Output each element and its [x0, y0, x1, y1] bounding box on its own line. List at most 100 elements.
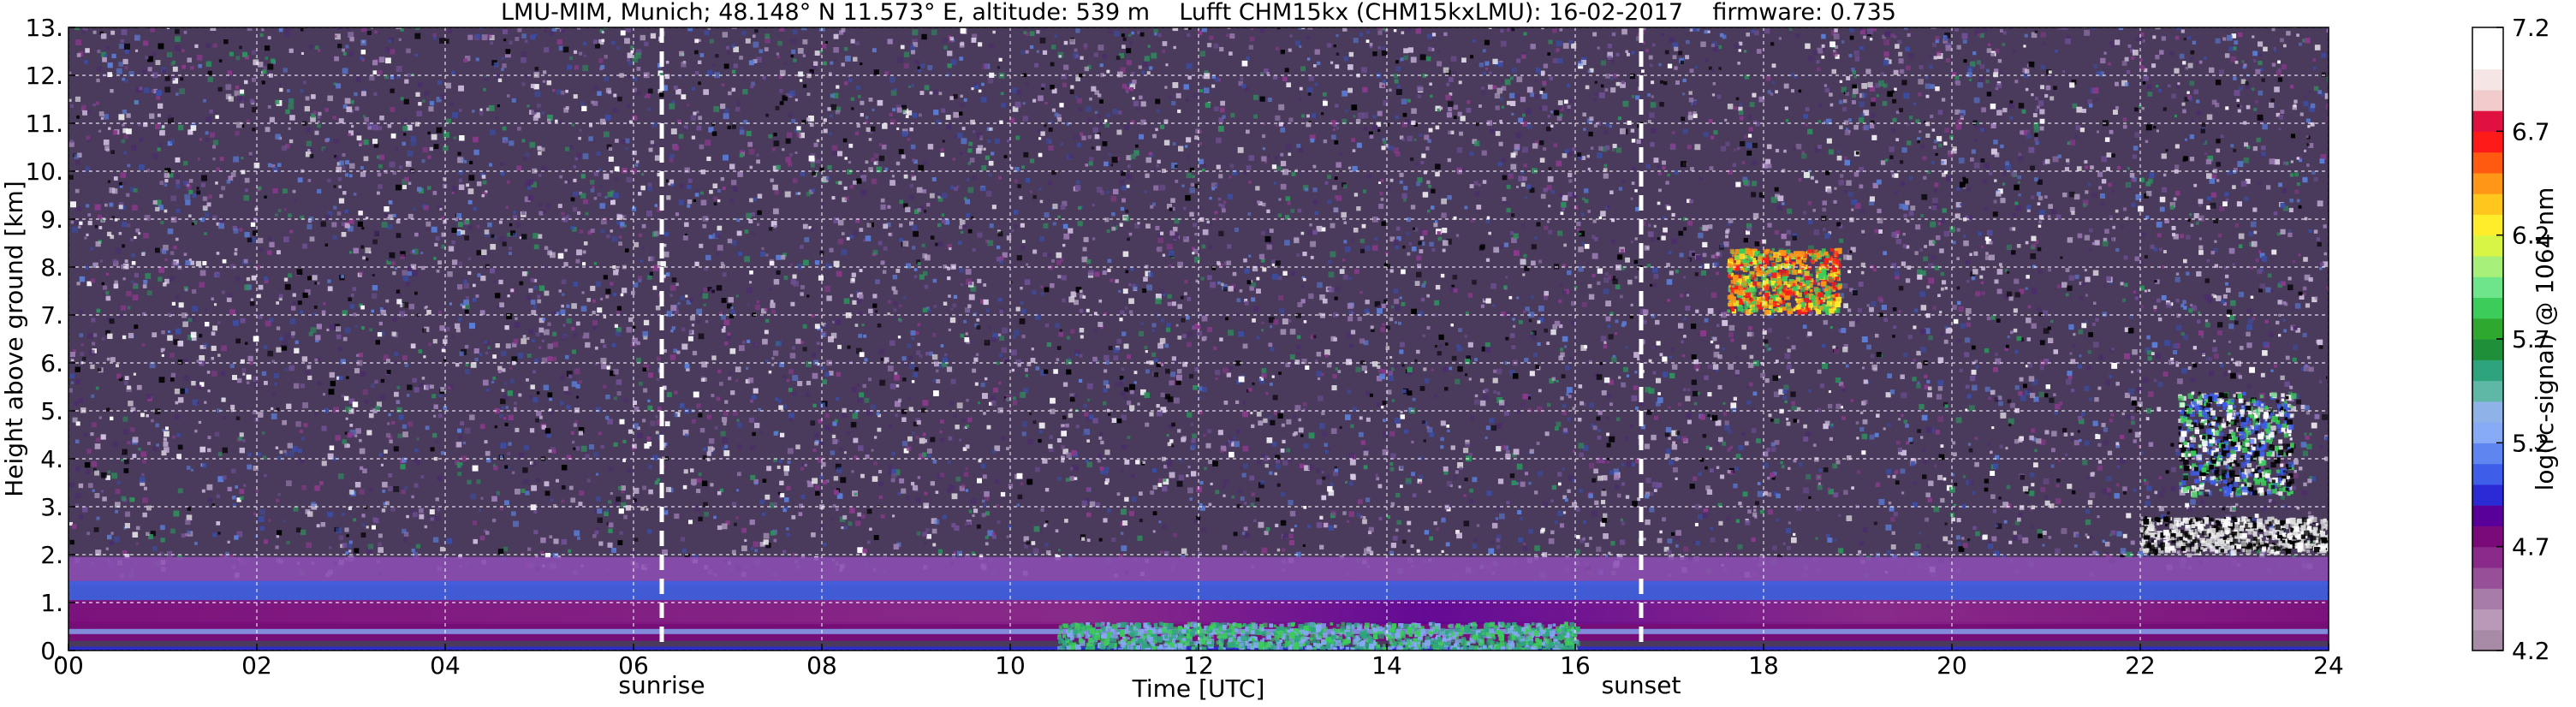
- noise-speck: [1471, 415, 1474, 419]
- noise-speck: [1560, 211, 1564, 216]
- noise-speck: [443, 406, 448, 411]
- noise-speck: [337, 177, 342, 181]
- noise-speck: [1035, 366, 1040, 371]
- noise-speck: [1727, 448, 1731, 452]
- noise-speck: [948, 328, 951, 332]
- noise-speck: [1548, 229, 1552, 235]
- noise-speck: [1156, 163, 1159, 168]
- noise-speck: [82, 356, 86, 361]
- noise-speck: [324, 108, 329, 112]
- noise-speck: [2285, 355, 2290, 360]
- noise-speck: [1305, 365, 1310, 370]
- noise-speck: [1050, 62, 1055, 67]
- noise-speck: [1047, 181, 1052, 186]
- noise-speck: [353, 518, 356, 522]
- noise-speck: [372, 70, 378, 74]
- noise-speck: [1793, 459, 1797, 463]
- noise-speck: [1968, 215, 1972, 219]
- noise-speck: [1001, 347, 1008, 354]
- noise-speck: [1807, 331, 1812, 336]
- noise-speck: [529, 428, 535, 433]
- noise-speck: [647, 464, 652, 469]
- noise-speck: [142, 312, 146, 316]
- noise-speck: [2014, 201, 2019, 205]
- noise-speck: [1497, 478, 1504, 484]
- noise-speck: [597, 193, 602, 197]
- noise-speck: [1566, 393, 1569, 396]
- noise-speck: [1356, 513, 1361, 518]
- noise-speck: [104, 54, 108, 57]
- noise-speck: [76, 206, 81, 211]
- noise-speck: [1859, 167, 1865, 172]
- noise-speck: [1593, 236, 1598, 241]
- noise-speck: [2121, 298, 2127, 302]
- noise-speck: [1000, 491, 1006, 497]
- noise-speck: [930, 437, 936, 443]
- noise-speck: [2031, 195, 2035, 199]
- noise-speck: [1389, 356, 1393, 359]
- noise-speck: [1128, 283, 1132, 287]
- noise-speck: [199, 355, 205, 361]
- noise-speck: [366, 30, 372, 35]
- noise-speck: [2102, 241, 2109, 247]
- noise-speck: [1795, 33, 1800, 38]
- noise-speck: [1609, 436, 1615, 443]
- noise-speck: [684, 222, 689, 228]
- noise-speck: [1856, 437, 1859, 440]
- noise-speck: [2058, 459, 2061, 462]
- noise-speck: [2158, 247, 2163, 252]
- noise-speck: [440, 546, 445, 552]
- noise-speck: [992, 30, 996, 34]
- noise-speck: [1995, 358, 2002, 365]
- noise-speck: [142, 284, 147, 288]
- noise-speck: [1092, 237, 1096, 241]
- noise-speck: [1076, 143, 1081, 147]
- noise-speck: [160, 348, 165, 353]
- noise-speck: [169, 353, 175, 359]
- noise-speck: [579, 490, 585, 496]
- noise-speck: [169, 74, 176, 80]
- noise-speck: [980, 383, 985, 388]
- noise-speck: [789, 152, 794, 157]
- noise-speck: [1882, 34, 1886, 39]
- noise-speck: [1553, 264, 1560, 270]
- noise-speck: [1353, 228, 1359, 233]
- noise-speck: [759, 542, 765, 547]
- noise-speck: [1501, 311, 1506, 317]
- noise-speck: [114, 280, 118, 285]
- noise-speck: [921, 33, 927, 40]
- noise-speck: [492, 354, 497, 359]
- noise-speck: [923, 160, 928, 165]
- noise-speck: [1937, 416, 1943, 422]
- noise-speck: [645, 93, 651, 98]
- noise-speck: [1898, 285, 1904, 291]
- noise-speck: [831, 196, 836, 200]
- noise-speck: [384, 449, 388, 454]
- noise-speck: [791, 514, 796, 520]
- noise-speck: [1402, 539, 1407, 544]
- noise-speck: [234, 90, 241, 97]
- noise-speck: [344, 209, 348, 214]
- noise-speck: [941, 108, 946, 113]
- noise-speck: [1528, 312, 1535, 318]
- noise-speck: [2017, 534, 2023, 540]
- noise-speck: [723, 113, 729, 120]
- noise-speck: [592, 326, 597, 330]
- noise-speck: [475, 57, 479, 62]
- noise-speck: [310, 327, 317, 333]
- noise-speck: [768, 370, 772, 374]
- noise-speck: [2303, 257, 2308, 262]
- noise-speck: [1092, 203, 1095, 207]
- noise-speck: [1104, 161, 1109, 167]
- noise-speck: [986, 425, 991, 430]
- noise-speck: [1860, 113, 1865, 118]
- noise-speck: [2031, 483, 2035, 487]
- noise-speck: [123, 134, 128, 140]
- noise-speck: [560, 90, 565, 95]
- noise-speck: [92, 333, 98, 337]
- noise-speck: [1089, 97, 1092, 101]
- noise-speck: [1410, 56, 1417, 63]
- noise-speck: [2025, 287, 2028, 290]
- noise-speck: [985, 535, 989, 539]
- noise-speck: [307, 149, 311, 152]
